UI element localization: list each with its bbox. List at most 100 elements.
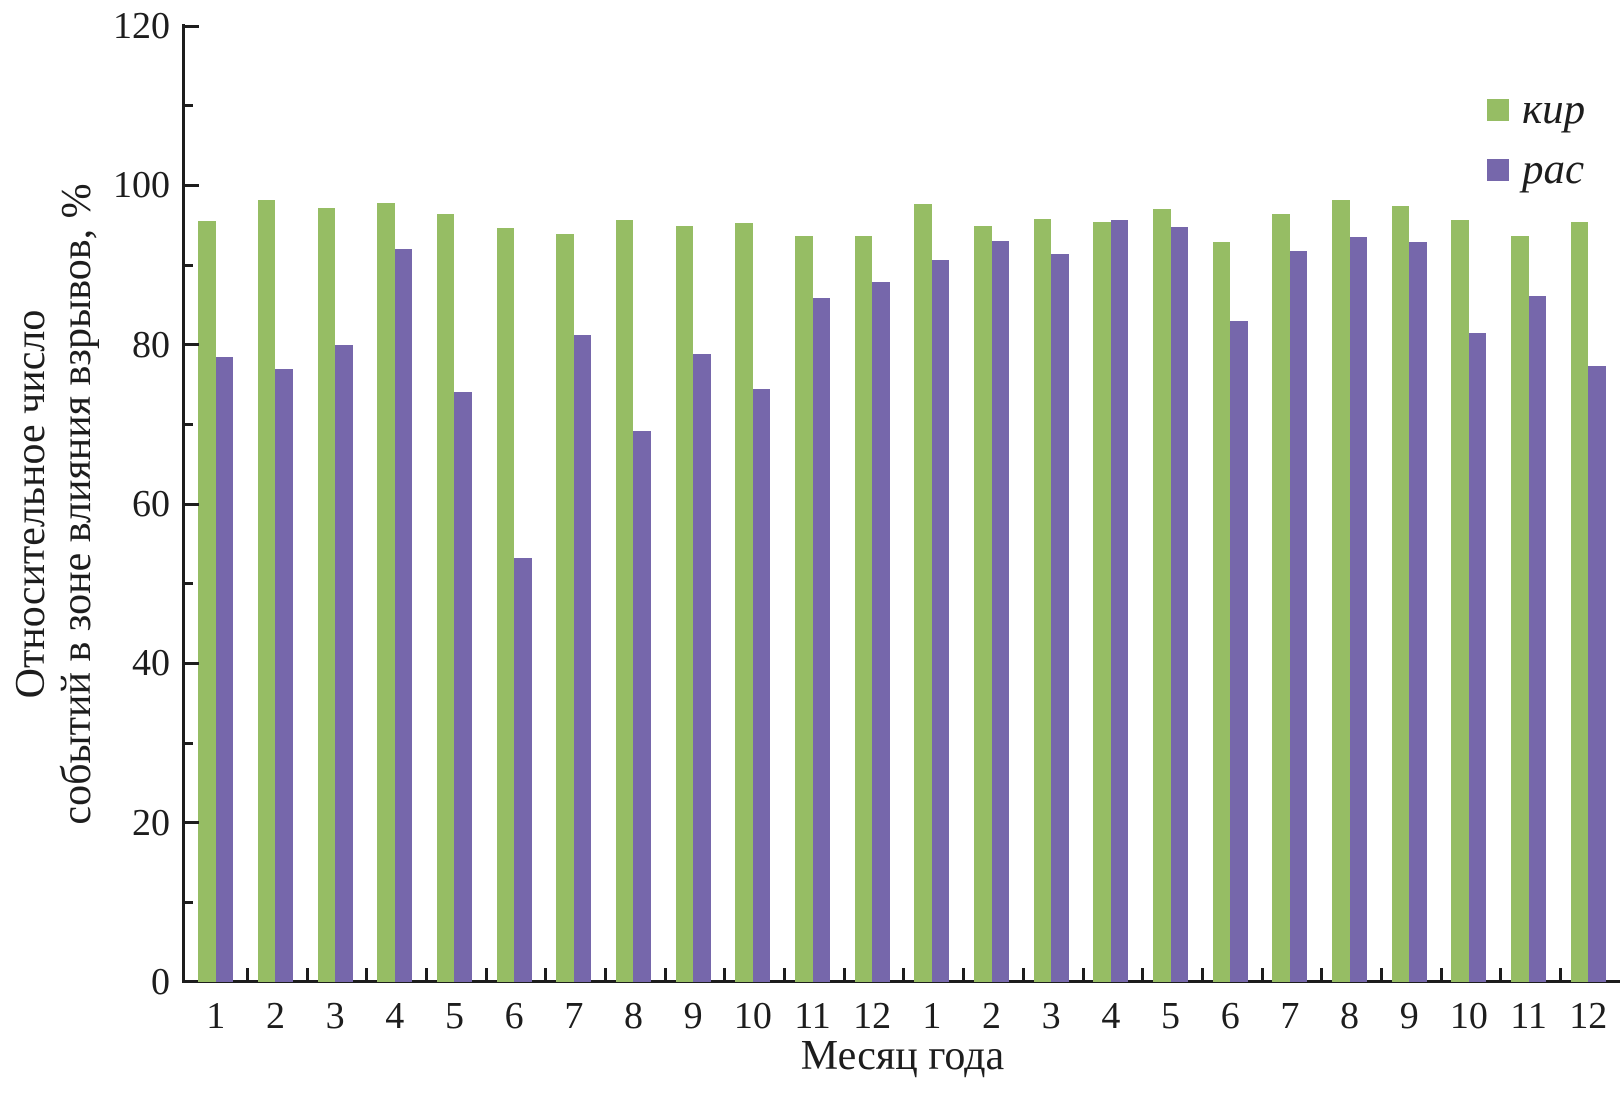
x-tick-label: 6 [1220, 995, 1240, 1037]
legend-swatch-kir [1487, 99, 1509, 121]
y-axis-tick [185, 661, 199, 665]
legend-label-ras: рас [1522, 146, 1585, 193]
x-axis-tick [1260, 968, 1264, 982]
legend-swatch-ras [1487, 159, 1509, 181]
y-tick-label: 60 [132, 483, 170, 525]
bar-ras [991, 241, 1009, 982]
y-axis-tick [185, 104, 193, 108]
x-tick-label: 4 [1101, 995, 1121, 1037]
bar-kir [1272, 214, 1290, 982]
y-axis-tick [185, 741, 193, 745]
x-axis-tick [783, 968, 787, 982]
plot-area [185, 24, 1620, 982]
bar-kir [854, 235, 873, 982]
bar-kir [1570, 221, 1589, 982]
bar-ras [1170, 226, 1189, 982]
x-tick-label: 11 [794, 995, 831, 1037]
x-axis-tick [1021, 968, 1025, 982]
x-tick-label: 9 [1399, 995, 1419, 1037]
x-tick-label: 5 [444, 995, 464, 1037]
x-axis-tick [1558, 968, 1562, 982]
x-tick-label: 8 [623, 995, 643, 1037]
bar-kir [556, 233, 574, 982]
bar-kir [795, 235, 813, 982]
legend-item-kir: кир [1487, 88, 1585, 132]
bar-kir [1332, 200, 1350, 982]
bar-kir [1451, 220, 1469, 982]
bar-kir [317, 208, 336, 982]
x-tick-label: 2 [265, 995, 285, 1037]
y-tick-label: 20 [132, 801, 170, 844]
x-tick-label: 2 [982, 995, 1001, 1037]
y-axis-tick [185, 422, 193, 426]
y-tick-label: 40 [132, 642, 170, 685]
y-axis-tick [185, 24, 199, 28]
bar-ras [1230, 320, 1248, 982]
x-axis-tick [544, 968, 548, 982]
x-axis-tick [663, 968, 667, 982]
bar-ras [1349, 237, 1368, 982]
bar-kir [675, 225, 694, 982]
x-axis-tick [305, 968, 309, 982]
x-tick-label: 1 [922, 995, 942, 1037]
y-axis-line [182, 24, 185, 982]
y-tick-label: 80 [132, 323, 170, 366]
bar-kir [1153, 209, 1171, 982]
bar-ras [573, 335, 592, 982]
x-axis-line [182, 980, 1620, 983]
bar-ras [1110, 219, 1129, 982]
y-tick-label: 0 [151, 961, 170, 1003]
x-axis-tick [1379, 968, 1383, 982]
bar-ras [633, 430, 651, 982]
y-tick-label: 100 [113, 164, 170, 207]
bar-ras [1051, 253, 1069, 982]
x-axis-tick [246, 968, 250, 982]
bar-kir [1033, 218, 1052, 982]
bar-ras [1528, 296, 1547, 982]
x-axis-tick [902, 968, 906, 982]
x-tick-label: 6 [504, 995, 524, 1037]
x-axis-tick [1141, 968, 1145, 982]
bar-ras [514, 558, 532, 982]
bar-ras [275, 368, 293, 982]
x-tick-label: 9 [683, 995, 703, 1037]
bar-ras [752, 389, 771, 982]
x-tick-label: 3 [1041, 995, 1061, 1037]
bar-ras [335, 344, 353, 982]
y-axis-title-line2: событий в зоне влияния взрывов, % [54, 183, 100, 825]
bar-ras [394, 249, 413, 982]
bar-kir [1511, 236, 1529, 982]
y-axis-tick [185, 582, 193, 586]
bar-kir [1391, 206, 1410, 982]
x-axis-tick [484, 968, 488, 982]
legend-label-kir: кир [1522, 86, 1586, 133]
x-tick-label: 11 [1510, 995, 1547, 1037]
x-axis-tick [1439, 968, 1443, 982]
x-tick-label: 8 [1340, 995, 1360, 1037]
bar-ras [693, 354, 711, 982]
y-axis-tick [185, 502, 199, 506]
bar-kir [377, 202, 395, 982]
bar-ras [1468, 332, 1487, 982]
y-axis-tick [185, 183, 199, 187]
bar-kir [198, 221, 216, 982]
bar-kir [735, 222, 753, 982]
y-tick-label: 120 [113, 5, 170, 47]
bar-kir [496, 227, 515, 982]
bar-kir [436, 214, 455, 982]
x-axis-tick [723, 968, 727, 982]
bar-kir [615, 219, 634, 982]
x-tick-label: 7 [564, 995, 584, 1037]
y-axis-tick [185, 821, 199, 825]
x-axis-tick [604, 968, 608, 982]
x-axis-title: Месяц года [800, 1033, 1005, 1079]
y-axis-tick [185, 263, 193, 267]
x-tick-label: 7 [1280, 995, 1300, 1037]
bar-kir [257, 200, 276, 982]
y-axis-tick [185, 343, 199, 347]
x-axis-tick [1081, 968, 1085, 982]
bar-ras [1289, 251, 1308, 982]
x-tick-label: 5 [1161, 995, 1181, 1037]
bar-ras [931, 260, 950, 982]
